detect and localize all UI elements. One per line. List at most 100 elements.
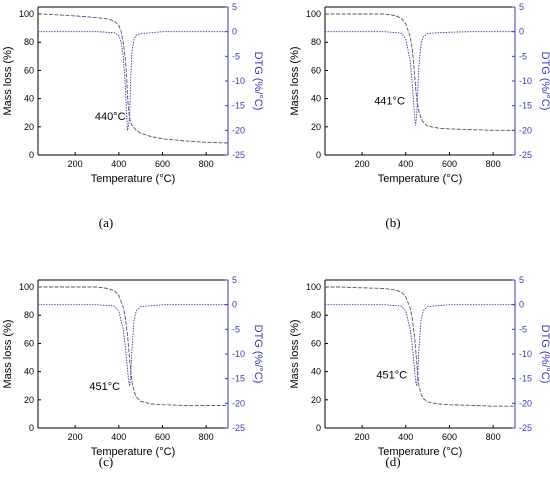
y-right-tick-label: 5: [519, 2, 524, 12]
y-right-tick-label: -10: [519, 349, 532, 359]
y-right-tick-label: 0: [519, 27, 524, 37]
mass-loss-curve: [325, 13, 515, 131]
y-right-tick-label: -15: [232, 374, 245, 384]
panel-label-d: (d): [385, 454, 400, 469]
panel-label-a: (a): [99, 215, 113, 230]
peak-annotation: 441°C: [374, 95, 405, 107]
y-right-tick-label: 5: [232, 275, 237, 285]
y-right-tick-label: -15: [519, 101, 532, 111]
y-right-tick-label: 0: [232, 27, 237, 37]
x-tick-label: 800: [486, 159, 501, 169]
y-right-tick-label: -25: [232, 150, 245, 160]
y-left-tick-label: 20: [24, 395, 34, 405]
x-tick-label: 200: [355, 159, 370, 169]
x-tick-label: 600: [442, 432, 457, 442]
x-tick-label: 400: [111, 159, 126, 169]
y-right-axis-label: DTG (%/°C): [539, 52, 550, 111]
y-left-tick-label: 60: [311, 338, 321, 348]
y-right-tick-label: -5: [519, 51, 527, 61]
y-right-tick-label: 5: [519, 275, 524, 285]
y-right-tick-label: -25: [232, 423, 245, 433]
x-axis-label: Temperature (°C): [378, 173, 462, 185]
y-right-axis-label: DTG (%/°C): [252, 325, 264, 384]
y-left-tick-label: 40: [311, 94, 321, 104]
y-left-axis-label: Mass loss (%): [289, 319, 301, 388]
y-left-tick-label: 40: [24, 94, 34, 104]
chart-panel-d: 200 400 600 800 0 20 40 60 80 100 5 0 -5 -10 -15 -20 -25…: [289, 275, 550, 469]
x-tick-label: 200: [68, 159, 83, 169]
x-axis-label: Temperature (°C): [378, 446, 462, 458]
y-left-tick-label: 80: [24, 37, 34, 47]
y-left-tick-label: 100: [306, 9, 321, 19]
y-left-tick-label: 20: [311, 122, 321, 132]
y-right-tick-label: -5: [232, 324, 240, 334]
y-right-tick-label: -15: [519, 374, 532, 384]
y-right-tick-label: -25: [519, 150, 532, 160]
y-left-tick-label: 40: [24, 367, 34, 377]
y-right-tick-label: -20: [232, 398, 245, 408]
peak-annotation: 451°C: [89, 381, 120, 393]
y-left-tick-label: 20: [311, 395, 321, 405]
y-left-tick-label: 60: [24, 338, 34, 348]
chart-panel-c: 200 400 600 800 0 20 40 60 80 100 5 0 -5 -10 -15 -20 -25…: [2, 275, 264, 469]
mass-loss-curve: [325, 286, 515, 407]
dtg-curve: [325, 31, 515, 126]
y-right-tick-label: -20: [519, 398, 532, 408]
mass-loss-curve: [37, 13, 229, 144]
x-tick-label: 200: [355, 432, 370, 442]
y-right-tick-label: -15: [232, 101, 245, 111]
peak-annotation: 451°C: [376, 370, 407, 382]
y-left-tick-label: 80: [311, 310, 321, 320]
x-tick-label: 800: [199, 432, 214, 442]
mass-loss-curve: [38, 286, 228, 406]
y-left-tick-label: 60: [311, 65, 321, 75]
y-left-tick-label: 100: [306, 282, 321, 292]
dtg-curve: [325, 304, 515, 387]
y-right-tick-label: -10: [232, 76, 245, 86]
panel-label-c: (c): [99, 454, 113, 469]
y-left-tick-label: 60: [24, 65, 34, 75]
x-tick-label: 400: [398, 159, 413, 169]
y-right-axis-label: DTG (%/°C): [252, 52, 264, 111]
x-tick-label: 600: [155, 159, 170, 169]
chart-panel-b: 200 400 600 800 0 20 40 60 80 100 5 0 -5 -10 -15 -20 -25…: [289, 2, 550, 230]
y-left-tick-label: 100: [19, 282, 34, 292]
y-right-tick-label: -5: [519, 324, 527, 334]
x-tick-label: 400: [111, 432, 126, 442]
y-left-tick-label: 100: [19, 9, 34, 19]
y-right-tick-label: -5: [232, 51, 240, 61]
dtg-curve: [38, 31, 228, 131]
panel-label-b: (b): [385, 215, 400, 230]
y-left-tick-label: 0: [316, 423, 321, 433]
y-left-axis-label: Mass loss (%): [289, 46, 301, 115]
x-tick-label: 200: [68, 432, 83, 442]
y-left-axis-label: Mass loss (%): [2, 319, 14, 388]
peak-annotation: 440°C: [95, 111, 126, 123]
y-left-tick-label: 0: [316, 150, 321, 160]
x-tick-label: 600: [442, 159, 457, 169]
chart-panel-a: 200 400 600 800 0 20 40 60 80 100 5 0 -5 -10 -15 -20 -25…: [2, 2, 264, 230]
y-left-tick-label: 0: [29, 150, 34, 160]
x-tick-label: 400: [398, 432, 413, 442]
y-left-tick-label: 80: [24, 310, 34, 320]
y-left-tick-label: 20: [24, 122, 34, 132]
y-left-tick-label: 80: [311, 37, 321, 47]
y-right-tick-label: 0: [232, 300, 237, 310]
y-right-axis-label: DTG (%/°C): [539, 325, 550, 384]
x-tick-label: 800: [199, 159, 214, 169]
x-tick-label: 600: [155, 432, 170, 442]
y-left-axis-label: Mass loss (%): [2, 46, 14, 115]
x-axis-label: Temperature (°C): [91, 446, 175, 458]
y-right-tick-label: -10: [232, 349, 245, 359]
x-tick-label: 800: [486, 432, 501, 442]
y-right-tick-label: -10: [519, 76, 532, 86]
y-right-tick-label: 5: [232, 2, 237, 12]
y-right-tick-label: -25: [519, 423, 532, 433]
y-right-tick-label: -20: [232, 125, 245, 135]
y-left-tick-label: 40: [311, 367, 321, 377]
y-right-tick-label: -20: [519, 125, 532, 135]
y-left-tick-label: 0: [29, 423, 34, 433]
dtg-curve: [38, 304, 228, 387]
x-axis-label: Temperature (°C): [91, 173, 175, 185]
